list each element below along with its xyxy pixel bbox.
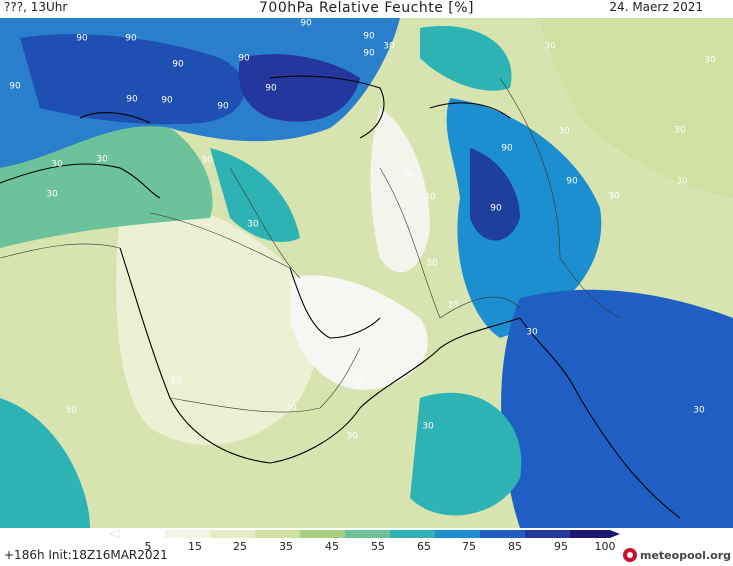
contour-label: 30 [674, 126, 686, 136]
contour-label: 30 [558, 127, 570, 137]
legend-label: 5 [144, 540, 152, 553]
contour-label: 30 [526, 328, 538, 338]
color-legend: 5 15 25 35 45 55 65 75 85 95 100 [100, 528, 630, 553]
contour-label: 90 [125, 34, 137, 44]
contour-label: 30 [426, 259, 438, 269]
legend-swatch [480, 530, 525, 538]
legend-label: 100 [594, 540, 616, 553]
contour-label: 30 [247, 220, 259, 230]
contour-label: 30 [65, 406, 77, 416]
moist-band-iraq [210, 148, 300, 242]
chart-header: ???, 13Uhr 700hPa Relative Feuchte [%] 2… [0, 0, 733, 20]
contour-label: 30 [447, 301, 459, 311]
contour-label: 30 [352, 378, 364, 388]
legend-label: 15 [188, 540, 202, 553]
contour-label: 30 [422, 422, 434, 432]
legend-swatch [165, 530, 210, 538]
contour-label: 30 [693, 406, 705, 416]
moist-band-arabian-sea [501, 289, 733, 528]
legend-label: 45 [325, 540, 339, 553]
dry-zone-ne [540, 18, 733, 198]
contour-label: 90 [265, 84, 277, 94]
contour-label: 90 [126, 95, 138, 105]
contour-label: 30 [424, 193, 436, 203]
country-borders [0, 77, 621, 413]
moist-band-sw [0, 398, 90, 528]
moist-band-ocean [410, 392, 522, 516]
contour-label: 90 [363, 32, 375, 42]
legend-swatch [120, 530, 165, 538]
contour-label: 30 [285, 404, 297, 414]
meteopool-logo[interactable]: meteopool.org [623, 545, 731, 565]
contour-label: 30 [170, 377, 182, 387]
legend-colorbar [110, 530, 620, 538]
dry-zone [116, 202, 319, 445]
legend-swatch [435, 530, 480, 538]
legend-arrow-right [610, 530, 620, 538]
valid-time-label: ???, 13Uhr [4, 0, 68, 14]
very-moist-zone [20, 34, 245, 125]
moist-band-caspian [420, 26, 512, 91]
contour-label: 90 [566, 177, 578, 187]
map-canvas: 90 90 90 90 90 90 90 90 90 90 90 90 90 9… [0, 18, 733, 528]
moist-band-levant [0, 126, 213, 248]
contour-label: 30 [96, 155, 108, 165]
contour-label: 30 [402, 171, 414, 181]
legend-swatch [570, 530, 610, 538]
coastlines [0, 75, 681, 519]
very-moist-zone-2 [238, 54, 360, 122]
legend-label: 75 [462, 540, 476, 553]
contour-label: 90 [300, 19, 312, 29]
contour-label: 30 [383, 42, 395, 52]
contour-label: 30 [676, 177, 688, 187]
humidity-map: 90 90 90 90 90 90 90 90 90 90 90 90 90 9… [0, 18, 733, 528]
contour-label: 90 [172, 60, 184, 70]
legend-label: 25 [233, 540, 247, 553]
contour-label: 30 [201, 156, 213, 166]
legend-arrow-left [110, 530, 121, 538]
very-dry-zone [290, 275, 428, 390]
contour-labels: 90 90 90 90 90 90 90 90 90 90 90 90 90 9… [9, 19, 716, 442]
logo-text: meteopool.org [640, 548, 731, 562]
contour-label: 30 [46, 190, 58, 200]
contour-label: 30 [346, 432, 358, 442]
model-run-info: +186h Init:18Z16MAR2021 [4, 548, 168, 562]
contour-label: 30 [51, 160, 63, 170]
very-moist-pakistan [470, 148, 520, 241]
contour-label: 30 [704, 56, 716, 66]
contour-label: 90 [217, 102, 229, 112]
contour-label: 90 [76, 34, 88, 44]
valid-date-label: 24. Maerz 2021 [609, 0, 703, 14]
legend-swatch [525, 530, 570, 538]
contour-label: 90 [363, 49, 375, 59]
legend-swatch [255, 530, 300, 538]
legend-swatch [210, 530, 255, 538]
contour-label: 90 [490, 204, 502, 214]
legend-label: 65 [417, 540, 431, 553]
legend-swatch [390, 530, 435, 538]
contour-label: 30 [544, 42, 556, 52]
legend-label: 95 [554, 540, 568, 553]
meteopool-icon [623, 548, 637, 562]
legend-swatch [345, 530, 390, 538]
contour-label: 90 [238, 54, 250, 64]
legend-label: 35 [279, 540, 293, 553]
contour-label: 90 [161, 96, 173, 106]
legend-label: 55 [371, 540, 385, 553]
contour-label: 90 [501, 144, 513, 154]
dry-zone-iran [370, 108, 430, 273]
legend-swatch [300, 530, 345, 538]
contour-label: 30 [608, 192, 620, 202]
legend-label: 85 [508, 540, 522, 553]
chart-title: 700hPa Relative Feuchte [%] [259, 0, 474, 16]
contour-label: 90 [9, 82, 21, 92]
